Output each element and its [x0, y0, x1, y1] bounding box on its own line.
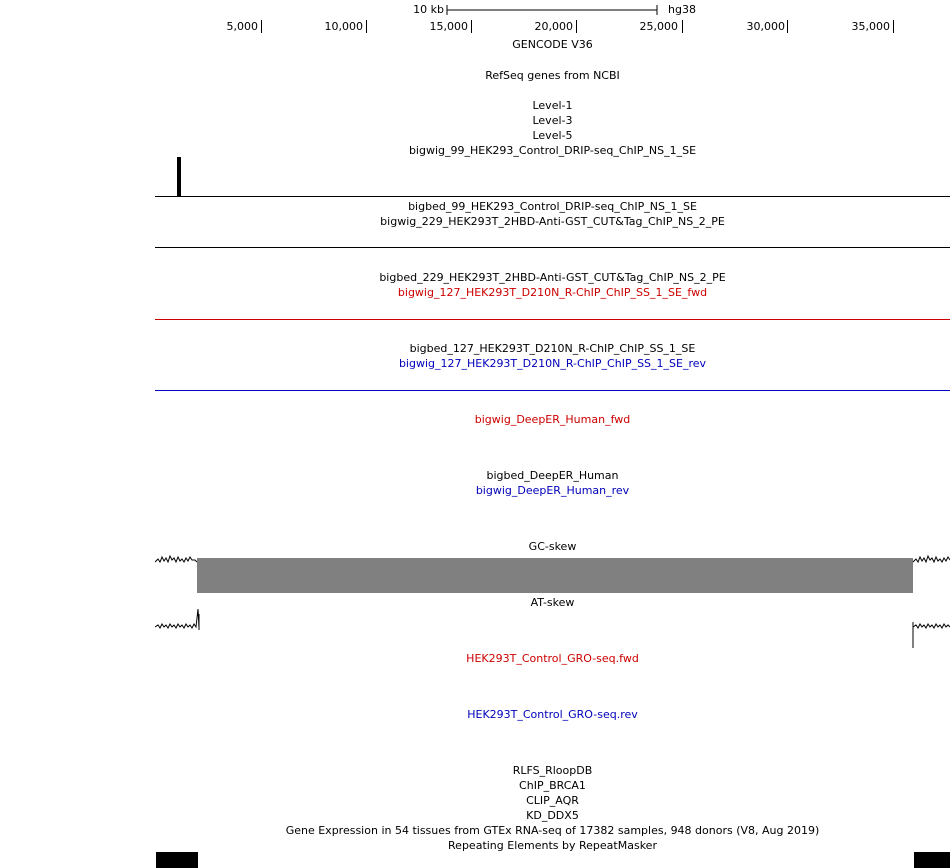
repeatmasker-block-right [914, 852, 950, 868]
track-label-at-skew[interactable]: AT-skew [530, 596, 575, 609]
track-label-drip-bigwig[interactable]: bigwig_99_HEK293_Control_DRIP-seq_ChIP_N… [408, 144, 697, 157]
rchip-fwd-baseline [155, 319, 950, 320]
ruler-tick: 5,000 [226, 20, 259, 33]
ruler-tick: 15,000 [429, 20, 469, 33]
track-label-gtex[interactable]: Gene Expression in 54 tissues from GTEx … [285, 824, 820, 837]
track-label-deeper-rev[interactable]: bigwig_DeepER_Human_rev [475, 484, 630, 497]
rchip-rev-baseline [155, 390, 950, 391]
ruler-tick-mark [787, 20, 788, 33]
ruler-assembly-label: hg38 [668, 3, 696, 16]
ruler-scale-bar [446, 5, 658, 15]
ruler-scale-label: 10 kb [413, 3, 444, 16]
track-label-rchip-fwd[interactable]: bigwig_127_HEK293T_D210N_R-ChIP_ChIP_SS_… [397, 286, 708, 299]
track-label-repeatmasker[interactable]: Repeating Elements by RepeatMasker [448, 839, 657, 852]
track-label-gencode[interactable]: GENCODE V36 [512, 38, 593, 51]
ruler-tick: 35,000 [851, 20, 891, 33]
track-label-deeper-fwd[interactable]: bigwig_DeepER_Human_fwd [474, 413, 631, 426]
drip-track-baseline [155, 196, 950, 197]
track-label-clip-aqr[interactable]: CLIP_AQR [526, 794, 579, 807]
track-label-deeper-bigbed[interactable]: bigbed_DeepER_Human [486, 469, 619, 482]
track-label-drip-bigbed[interactable]: bigbed_99_HEK293_Control_DRIP-seq_ChIP_N… [408, 200, 697, 213]
drip-signal-bar [177, 157, 181, 196]
track-label-gc-skew[interactable]: GC-skew [528, 540, 577, 553]
track-label-gro-rev[interactable]: HEK293T_Control_GRO-seq.rev [467, 708, 638, 721]
ruler-tick-mark [471, 20, 472, 33]
repeatmasker-block-left [156, 852, 198, 868]
ruler-tick-mark [893, 20, 894, 33]
ruler-tick: 10,000 [324, 20, 364, 33]
ruler-tick-mark [682, 20, 683, 33]
track-label-rchip-bigbed[interactable]: bigbed_127_HEK293T_D210N_R-ChIP_ChIP_SS_… [409, 342, 696, 355]
track-label-level3[interactable]: Level-3 [532, 114, 573, 127]
track-label-kd-ddx5[interactable]: KD_DDX5 [526, 809, 579, 822]
track-label-level1[interactable]: Level-1 [532, 99, 573, 112]
gc-skew-signal [155, 554, 950, 593]
at-skew-signal [155, 608, 950, 648]
track-label-level5[interactable]: Level-5 [532, 129, 573, 142]
track-label-rlfs[interactable]: RLFS_RloopDB [512, 764, 593, 777]
track-label-cuttag-bigwig[interactable]: bigwig_229_HEK293T_2HBD-Anti-GST_CUT&Tag… [380, 215, 725, 228]
track-label-cuttag-bigbed[interactable]: bigbed_229_HEK293T_2HBD-Anti-GST_CUT&Tag… [379, 271, 726, 284]
ruler-tick-mark [576, 20, 577, 33]
ruler-tick-mark [261, 20, 262, 33]
ruler-tick: 20,000 [534, 20, 574, 33]
track-label-gro-fwd[interactable]: HEK293T_Control_GRO-seq.fwd [466, 652, 639, 665]
ruler-tick-mark [366, 20, 367, 33]
ruler-tick: 25,000 [639, 20, 679, 33]
ruler-tick: 30,000 [746, 20, 786, 33]
track-label-chip-brca1[interactable]: ChIP_BRCA1 [519, 779, 586, 792]
track-label-rchip-rev[interactable]: bigwig_127_HEK293T_D210N_R-ChIP_ChIP_SS_… [398, 357, 707, 370]
cuttag-track-baseline [155, 247, 950, 248]
track-label-refseq[interactable]: RefSeq genes from NCBI [485, 69, 620, 82]
